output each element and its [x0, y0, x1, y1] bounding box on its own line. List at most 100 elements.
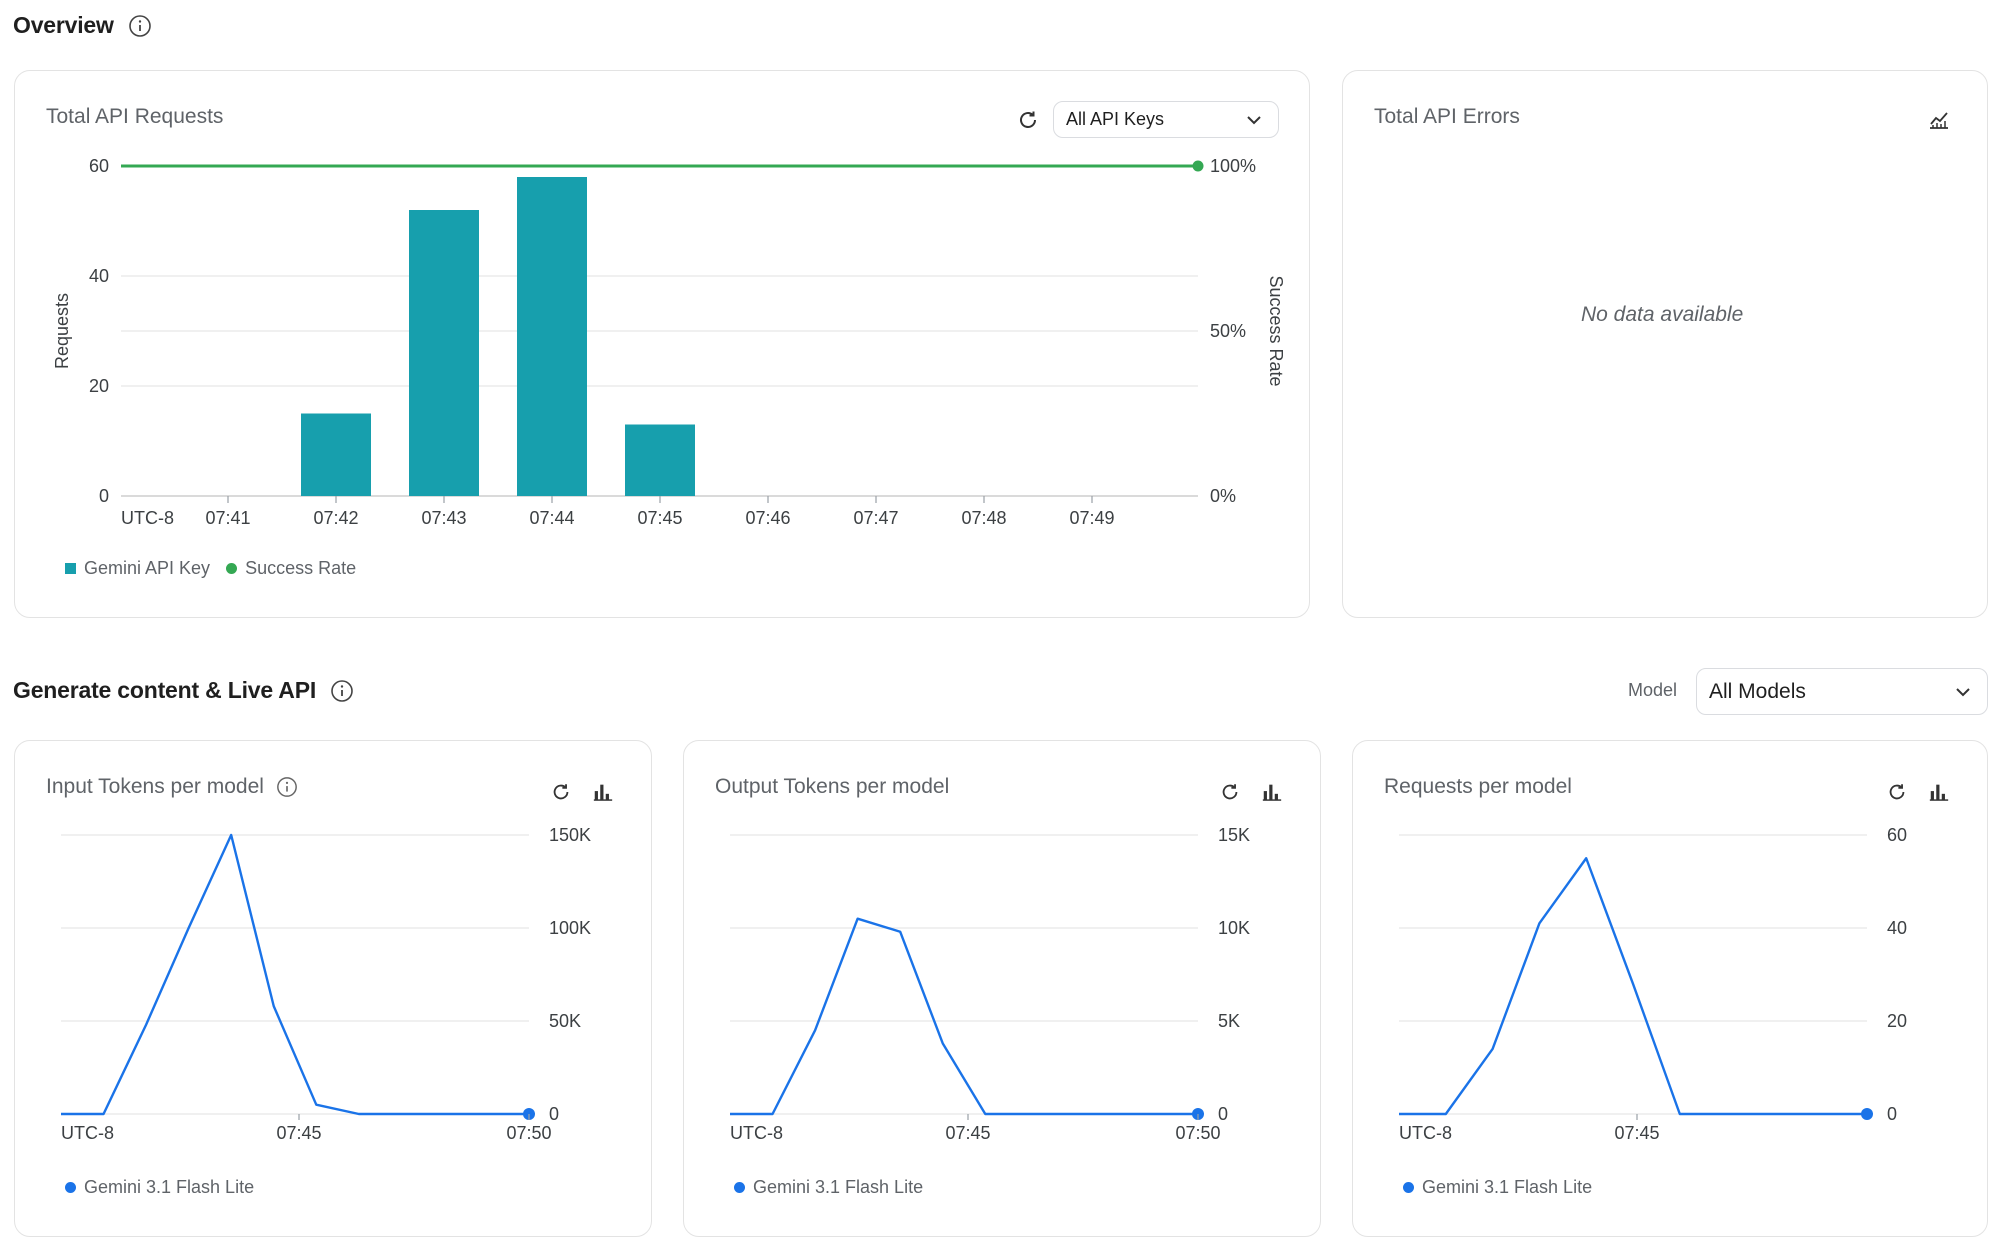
requests-chart: 0 20 40 60 0% 50% 100% Requests Success Rate UTC-… — [52, 156, 1286, 528]
refresh-icon — [1020, 111, 1036, 128]
y-tick-label: 15K — [1218, 825, 1250, 845]
legend-label-api-key: Gemini API Key — [84, 558, 211, 578]
series-line — [730, 917, 1198, 1116]
legend-item-model[interactable]: Gemini 3.1 Flash Lite — [734, 1177, 923, 1198]
chevron-down-icon — [1247, 115, 1261, 124]
requests-card-title: Total API Requests — [46, 105, 224, 128]
x-tick-label: 07:45 — [1614, 1123, 1659, 1143]
generate-heading: Generate content & Live API — [13, 677, 354, 704]
y-tick-label: 60 — [89, 156, 109, 176]
bar-chart-button[interactable] — [588, 777, 618, 807]
y2-tick-label: 50% — [1210, 321, 1246, 341]
bar-chart-icon — [1929, 784, 1949, 801]
series-line — [61, 833, 529, 1116]
legend-swatch-api-key — [65, 563, 76, 574]
y-tick-label: 50K — [549, 1011, 581, 1031]
total-requests-card: Total API Requests All API Keys 0 20 40 60 0… — [14, 70, 1310, 618]
x-tick-label: 07:47 — [853, 508, 898, 528]
output-tokens-title: Output Tokens per model — [715, 775, 950, 798]
y-tick-label: 20 — [1887, 1011, 1907, 1031]
bar-chart-icon — [593, 784, 613, 801]
y-tick-label: 0 — [549, 1104, 559, 1124]
x-tick-label: 07:48 — [961, 508, 1006, 528]
bar-chart-button[interactable] — [1924, 777, 1954, 807]
refresh-button[interactable] — [1882, 777, 1912, 807]
info-icon[interactable] — [330, 679, 354, 703]
legend-swatch-model — [734, 1182, 745, 1193]
legend-item-success-rate[interactable]: Success Rate — [226, 558, 356, 579]
x-tick-label: UTC-8 — [61, 1123, 114, 1143]
refresh-button[interactable] — [1013, 105, 1043, 135]
api-key-select-value: All API Keys — [1066, 109, 1165, 129]
series-line — [1399, 857, 1867, 1116]
no-data-message: No data available — [1581, 303, 1744, 326]
overview-heading: Overview — [13, 12, 152, 39]
y-tick-label: 20 — [89, 376, 109, 396]
output-tokens-card: Output Tokens per model 0 5K 10K 15K UTC-8 07… — [683, 740, 1321, 1237]
model-select[interactable]: All Models — [1696, 668, 1988, 715]
info-icon[interactable] — [128, 14, 152, 38]
refresh-icon — [1222, 784, 1238, 800]
y-tick-label: 60 — [1887, 825, 1907, 845]
y2-tick-label: 100% — [1210, 156, 1256, 176]
requests-per-model-chart: 0 20 40 60 UTC-8 07:45 — [1399, 825, 1907, 1143]
x-tick-label: UTC-8 — [1399, 1123, 1452, 1143]
refresh-button[interactable] — [546, 777, 576, 807]
bar — [301, 413, 371, 496]
x-tick-label: 07:41 — [205, 508, 250, 528]
bar-chart-icon — [1262, 784, 1282, 801]
legend-item-api-key[interactable]: Gemini API Key — [65, 558, 210, 579]
legend-label-model: Gemini 3.1 Flash Lite — [1422, 1177, 1593, 1197]
input-tokens-legend: Gemini 3.1 Flash Lite — [65, 1177, 254, 1198]
input-tokens-chart: 0 50K 100K 150K UTC-8 07:45 07:50 — [61, 825, 591, 1143]
input-tokens-title-row: Input Tokens per model — [46, 775, 298, 799]
legend-label-success-rate: Success Rate — [245, 558, 357, 578]
y-tick-label: 100K — [549, 918, 591, 938]
output-tokens-legend: Gemini 3.1 Flash Lite — [734, 1177, 923, 1198]
bar — [409, 210, 479, 496]
chevron-down-icon — [1956, 687, 1970, 696]
line-chart-icon — [1930, 112, 1948, 129]
output-tokens-chart: 0 5K 10K 15K UTC-8 07:45 07:50 — [730, 825, 1250, 1143]
legend-label-model: Gemini 3.1 Flash Lite — [84, 1177, 255, 1197]
refresh-button[interactable] — [1215, 777, 1245, 807]
x-tick-label: 07:44 — [529, 508, 574, 528]
requests-per-model-card: Requests per model 0 20 40 60 UTC-8 07:45 Gem… — [1352, 740, 1988, 1237]
legend-swatch-model — [65, 1182, 76, 1193]
y2-axis-title: Success Rate — [1266, 275, 1286, 386]
x-tick-label: 07:43 — [421, 508, 466, 528]
y-axis-title: Requests — [52, 293, 72, 369]
chart-type-button[interactable] — [1924, 105, 1954, 135]
bar-chart-button[interactable] — [1257, 777, 1287, 807]
bar — [625, 424, 695, 496]
x-tick-label: 07:50 — [506, 1123, 551, 1143]
x-tick-label: 07:45 — [945, 1123, 990, 1143]
legend-item-model[interactable]: Gemini 3.1 Flash Lite — [1403, 1177, 1592, 1198]
refresh-icon — [553, 784, 569, 800]
generate-title: Generate content & Live API — [13, 677, 317, 703]
info-icon[interactable] — [276, 776, 298, 798]
input-tokens-card: Input Tokens per model 0 50K 100K 150K UTC-8… — [14, 740, 652, 1237]
model-filter-label: Model — [1628, 680, 1678, 700]
legend-item-model[interactable]: Gemini 3.1 Flash Lite — [65, 1177, 254, 1198]
y-tick-label: 0 — [1887, 1104, 1897, 1124]
input-tokens-title: Input Tokens per model — [46, 775, 264, 798]
requests-per-model-legend: Gemini 3.1 Flash Lite — [1403, 1177, 1592, 1198]
x-tick-label: 07:45 — [637, 508, 682, 528]
y-tick-label: 0 — [99, 486, 109, 506]
legend-swatch-model — [1403, 1182, 1414, 1193]
x-tick-label: 07:49 — [1069, 508, 1114, 528]
success-rate-point — [1192, 160, 1204, 172]
legend-label-model: Gemini 3.1 Flash Lite — [753, 1177, 924, 1197]
api-key-select[interactable]: All API Keys — [1053, 101, 1279, 138]
x-tick-label: UTC-8 — [730, 1123, 783, 1143]
y-tick-label: 5K — [1218, 1011, 1240, 1031]
x-tick-label: UTC-8 — [121, 508, 174, 528]
x-tick-label: 07:50 — [1175, 1123, 1220, 1143]
y-tick-label: 10K — [1218, 918, 1250, 938]
x-tick-label: 07:42 — [313, 508, 358, 528]
bar — [517, 177, 587, 496]
refresh-icon — [1889, 784, 1905, 800]
x-tick-label: 07:45 — [276, 1123, 321, 1143]
overview-title: Overview — [13, 12, 114, 38]
